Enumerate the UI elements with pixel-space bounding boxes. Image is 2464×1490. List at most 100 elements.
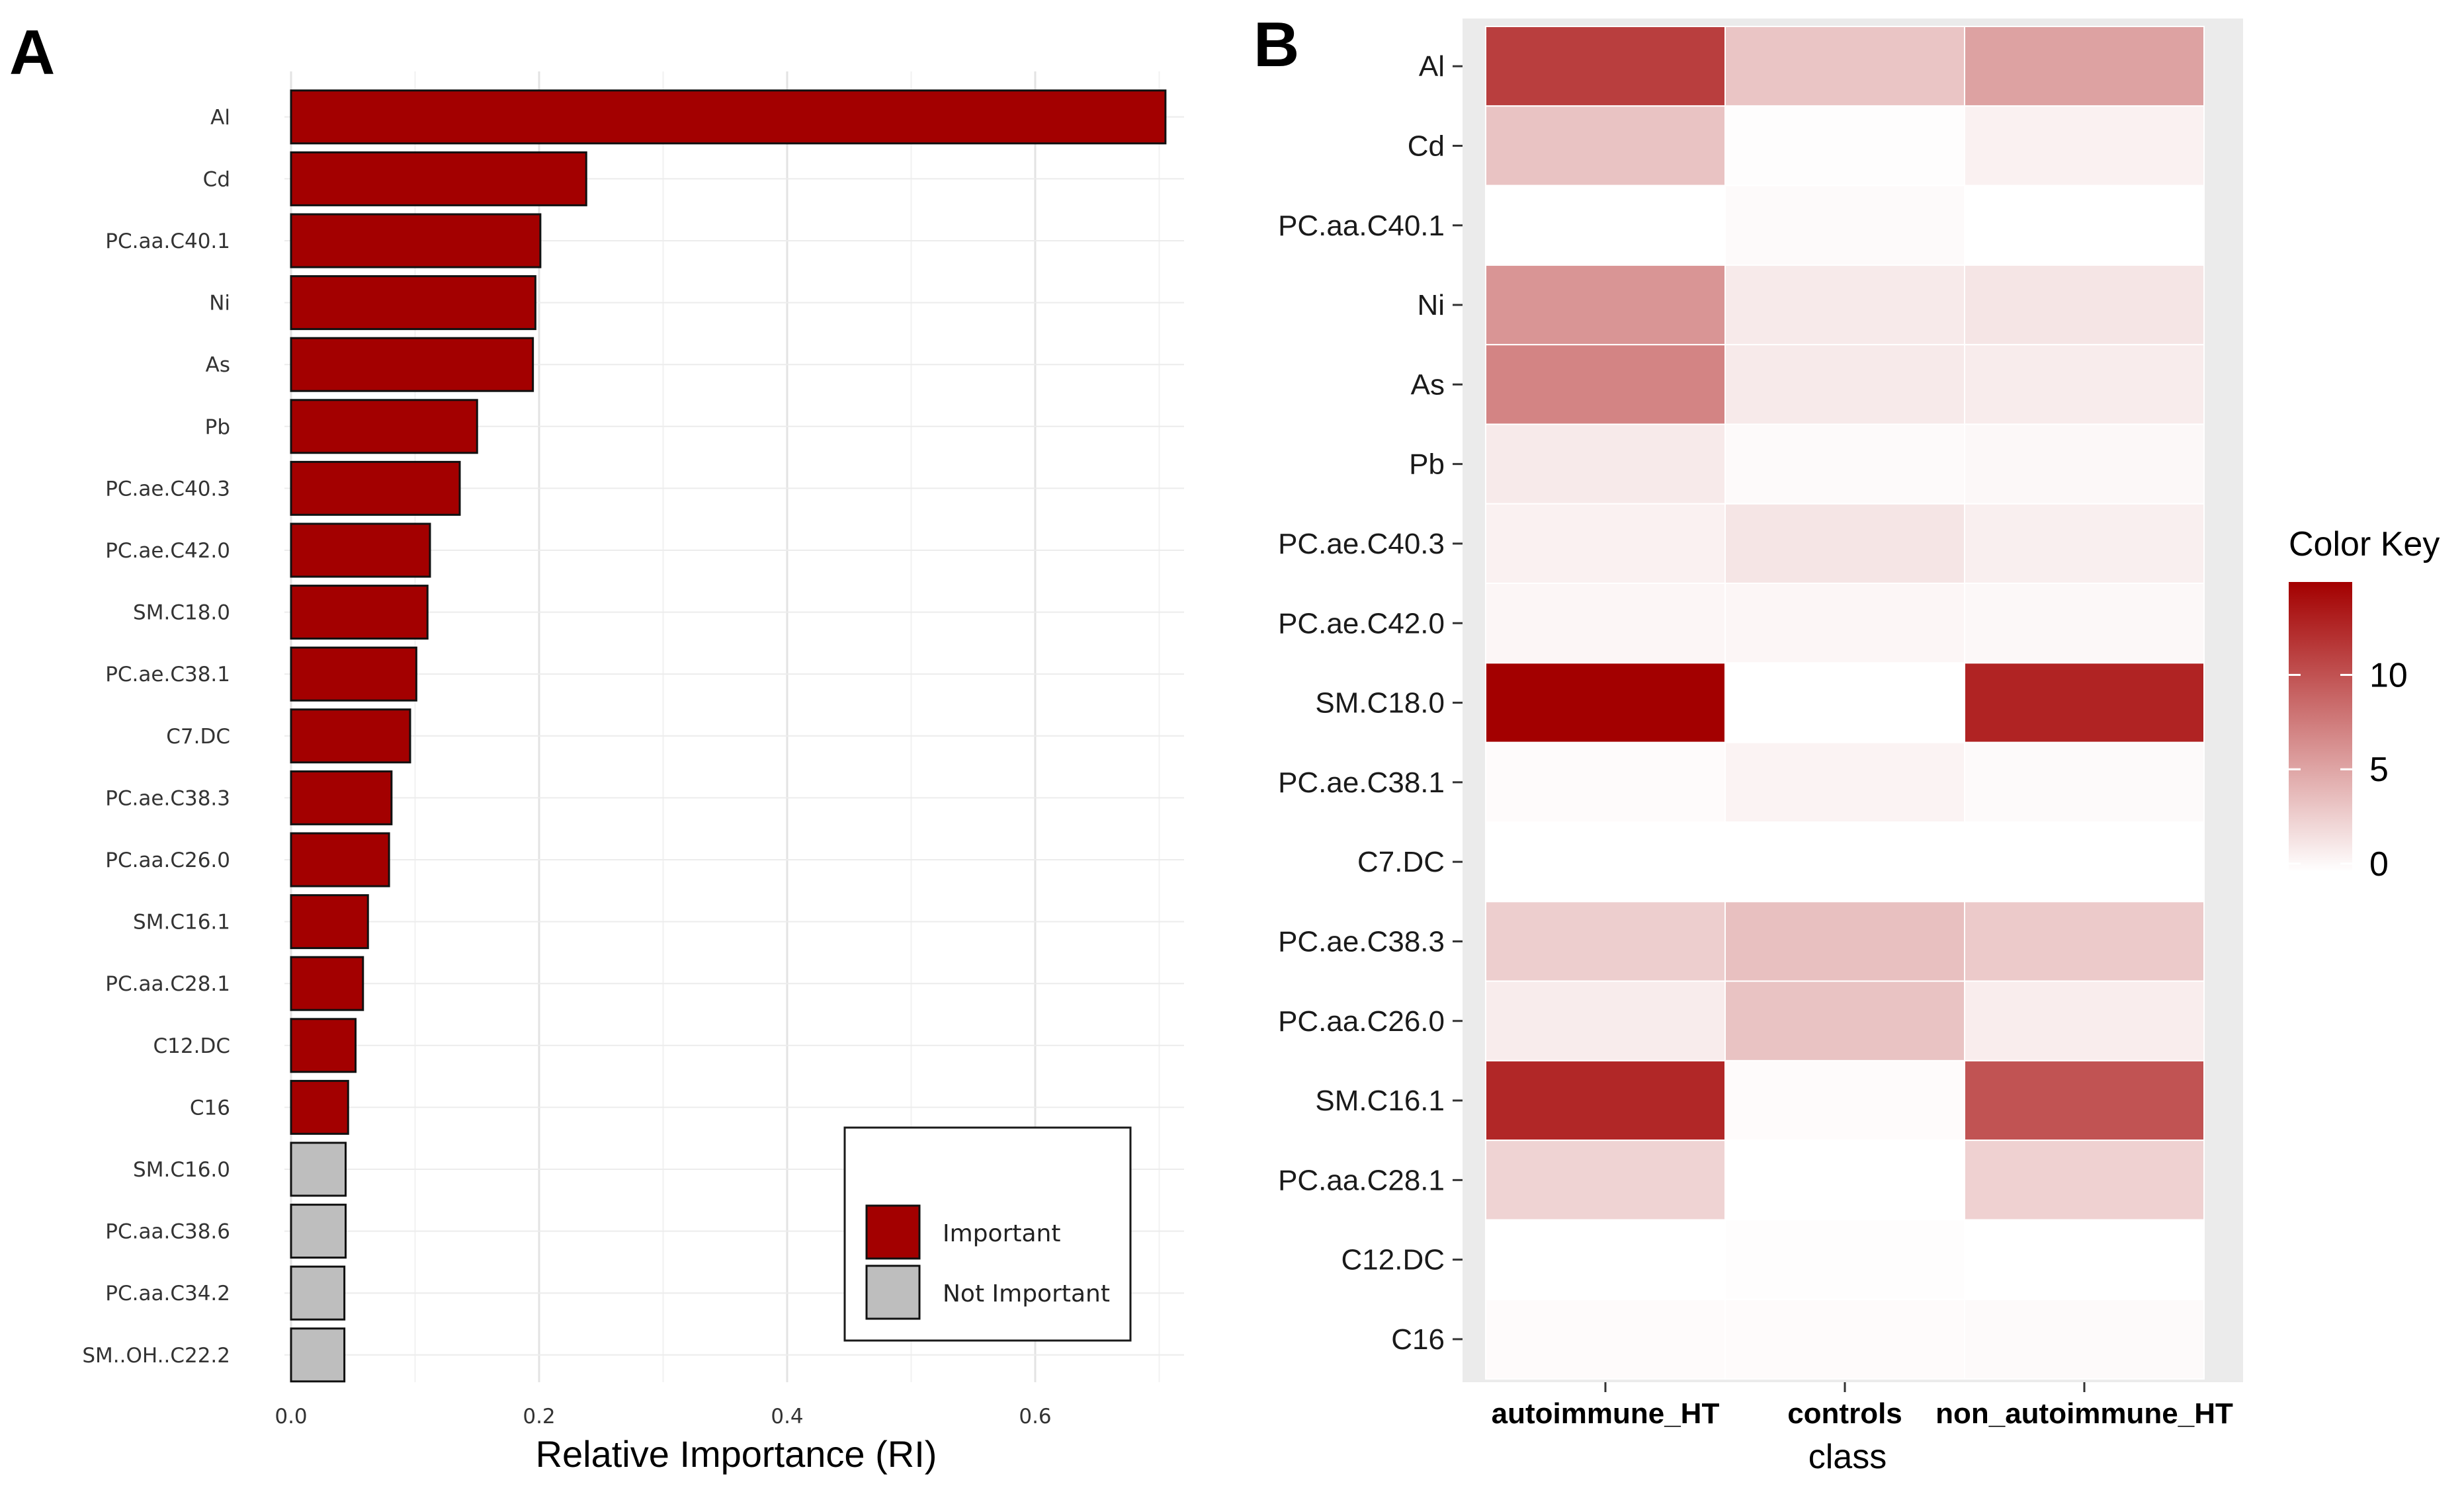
panel-a-bars xyxy=(290,89,1167,1383)
panel-a-x-tick-labels: 0.0 0.2 0.4 0.6 xyxy=(275,1405,1051,1428)
heatmap-cell-pc-aa-c40-1-autoimmune-ht xyxy=(1485,185,1726,266)
heatmap-y-label-c12-dc: C12.DC xyxy=(1341,1244,1445,1276)
heatmap-cell-c7-dc-controls xyxy=(1724,821,1965,903)
bar-c12-dc xyxy=(290,1018,357,1073)
heatmap-cell-pc-ae-c42-0-autoimmune-ht xyxy=(1485,583,1726,664)
bar-c16 xyxy=(290,1079,349,1135)
heatmap-cell-c16-non-autoimmune-ht xyxy=(1964,1298,2205,1380)
heatmap-cell-pc-ae-c38-3-controls xyxy=(1724,901,1965,982)
heatmap-cell-c7-dc-non-autoimmune-ht xyxy=(1964,821,2205,903)
bar-pc-ae-c40-3 xyxy=(290,460,461,516)
heatmap-cell-ni-non-autoimmune-ht xyxy=(1964,264,2205,346)
panel-a-letter: A xyxy=(9,17,55,88)
bar-c7-dc xyxy=(290,708,411,764)
heatmap-cell-as-non-autoimmune-ht xyxy=(1964,344,2205,425)
heatmap-cell-pb-non-autoimmune-ht xyxy=(1964,423,2205,505)
legend-label-important: Important xyxy=(943,1220,1060,1247)
bar-pc-aa-c26-0 xyxy=(290,832,390,888)
bar-ni xyxy=(290,275,536,331)
y-tick-label-pc-aa-c38-6: PC.aa.C38.6 xyxy=(105,1220,230,1244)
heatmap-x-label-autoimmune-ht: autoimmune_HT xyxy=(1492,1397,1720,1430)
x-tick-label: 0.6 xyxy=(1019,1405,1051,1428)
heatmap-y-label-pc-ae-c38-1: PC.ae.C38.1 xyxy=(1278,766,1445,799)
heatmap-cell-sm-c16-1-autoimmune-ht xyxy=(1485,1059,1726,1141)
heatmap-y-label-as: As xyxy=(1411,368,1445,401)
heatmap-cell-pc-aa-c28-1-autoimmune-ht xyxy=(1485,1139,1726,1221)
heatmap-cells xyxy=(1485,26,2205,1380)
y-tick-label-pb: Pb xyxy=(205,415,230,439)
panel-a-bar-chart: A Al Cd PC.aa.C40.1 Ni As Pb PC.ae.C40.3 PC.ae.… xyxy=(9,17,1184,1475)
x-tick-label: 0.4 xyxy=(771,1405,803,1428)
panel-a-y-tick-labels: Al Cd PC.aa.C40.1 Ni As Pb PC.ae.C40.3 PC.ae.C4… xyxy=(82,106,230,1368)
bar-pc-aa-c38-6 xyxy=(290,1204,347,1259)
heatmap-cell-sm-c18-0-autoimmune-ht xyxy=(1485,662,1726,743)
heatmap-cell-pc-ae-c40-3-controls xyxy=(1724,503,1965,585)
heatmap-cell-cd-autoimmune-ht xyxy=(1485,105,1726,186)
y-tick-label-pc-ae-c38-1: PC.ae.C38.1 xyxy=(105,663,230,686)
color-key-title: Color Key xyxy=(2289,525,2440,563)
x-tick-label: 0.0 xyxy=(275,1405,307,1428)
heatmap-cell-pc-ae-c42-0-controls xyxy=(1724,583,1965,664)
heatmap-cell-sm-c18-0-controls xyxy=(1724,662,1965,743)
y-tick-label-pc-aa-c40-1: PC.aa.C40.1 xyxy=(105,229,230,253)
y-tick-label-cd: Cd xyxy=(203,167,230,191)
heatmap-cell-pc-ae-c42-0-non-autoimmune-ht xyxy=(1964,583,2205,664)
heatmap-cell-cd-controls xyxy=(1724,105,1965,186)
heatmap-cell-al-autoimmune-ht xyxy=(1485,26,1726,107)
heatmap-cell-pc-ae-c38-1-controls xyxy=(1724,741,1965,823)
bar-sm-c16-1 xyxy=(290,894,369,950)
heatmap-y-label-al: Al xyxy=(1419,50,1445,83)
heatmap-y-label-pc-ae-c38-3: PC.ae.C38.3 xyxy=(1278,925,1445,958)
legend-label-not-important: Not Important xyxy=(943,1280,1110,1307)
heatmap-cell-ni-autoimmune-ht xyxy=(1485,264,1726,346)
heatmap-cell-cd-non-autoimmune-ht xyxy=(1964,105,2205,186)
y-tick-label-ni: Ni xyxy=(209,292,230,315)
y-tick-label-pc-aa-c28-1: PC.aa.C28.1 xyxy=(105,972,230,996)
heatmap-cell-pc-aa-c26-0-autoimmune-ht xyxy=(1485,980,1726,1061)
heatmap-cell-as-autoimmune-ht xyxy=(1485,344,1726,425)
y-tick-label-sm-c16-0: SM.C16.0 xyxy=(133,1158,230,1182)
color-key-tick-label: 10 xyxy=(2369,656,2408,694)
heatmap-cell-sm-c16-1-controls xyxy=(1724,1059,1965,1141)
bar-cd xyxy=(290,151,587,206)
heatmap-y-label-pc-ae-c40-3: PC.ae.C40.3 xyxy=(1278,528,1445,560)
heatmap-cell-pc-ae-c38-3-non-autoimmune-ht xyxy=(1964,901,2205,982)
heatmap-cell-pc-aa-c28-1-controls xyxy=(1724,1139,1965,1221)
heatmap-cell-pc-ae-c38-1-autoimmune-ht xyxy=(1485,741,1726,823)
heatmap-cell-c16-controls xyxy=(1724,1298,1965,1380)
heatmap-cell-pc-ae-c38-1-non-autoimmune-ht xyxy=(1964,741,2205,823)
y-tick-label-sm-oh-c22-2: SM..OH..C22.2 xyxy=(82,1344,230,1368)
heatmap-cell-c12-dc-non-autoimmune-ht xyxy=(1964,1219,2205,1300)
heatmap-cell-pc-ae-c40-3-autoimmune-ht xyxy=(1485,503,1726,585)
heatmap-y-label-pc-aa-c40-1: PC.aa.C40.1 xyxy=(1278,210,1445,242)
heatmap-y-tick-labels: Al Cd PC.aa.C40.1 Ni As Pb PC.ae.C40.3 PC.ae.C4… xyxy=(1278,50,1463,1356)
bar-pc-aa-c28-1 xyxy=(290,956,364,1011)
color-key-ticks: 0 5 10 xyxy=(2289,656,2408,884)
heatmap-cell-pb-controls xyxy=(1724,423,1965,505)
bar-pc-ae-c38-1 xyxy=(290,646,417,702)
heatmap-y-label-pc-aa-c26-0: PC.aa.C26.0 xyxy=(1278,1005,1445,1038)
heatmap-cell-c12-dc-controls xyxy=(1724,1219,1965,1300)
heatmap-cell-pb-autoimmune-ht xyxy=(1485,423,1726,505)
heatmap-y-label-pc-ae-c42-0: PC.ae.C42.0 xyxy=(1278,607,1445,640)
y-tick-label-pc-aa-c26-0: PC.aa.C26.0 xyxy=(105,848,230,872)
bar-pc-aa-c34-2 xyxy=(290,1265,346,1321)
heatmap-cell-pc-aa-c40-1-non-autoimmune-ht xyxy=(1964,185,2205,266)
heatmap-cell-sm-c16-1-non-autoimmune-ht xyxy=(1964,1059,2205,1141)
heatmap-x-label-non-autoimmune-ht: non_autoimmune_HT xyxy=(1935,1397,2233,1430)
bar-pc-ae-c42-0 xyxy=(290,522,431,578)
heatmap-cell-pc-ae-c40-3-non-autoimmune-ht xyxy=(1964,503,2205,585)
heatmap-cell-pc-aa-c26-0-controls xyxy=(1724,980,1965,1061)
color-key-gradient-bar xyxy=(2289,582,2352,872)
bar-al xyxy=(290,89,1167,145)
heatmap-y-label-cd: Cd xyxy=(1408,130,1445,162)
y-tick-label-pc-aa-c34-2: PC.aa.C34.2 xyxy=(105,1282,230,1305)
heatmap-cell-al-non-autoimmune-ht xyxy=(1964,26,2205,107)
color-key: Color Key 0 5 10 xyxy=(2289,525,2440,884)
y-tick-label-pc-ae-c40-3: PC.ae.C40.3 xyxy=(105,477,230,501)
y-tick-label-c12-dc: C12.DC xyxy=(153,1034,230,1058)
panel-a-legend: Important Not Important xyxy=(843,1126,1132,1342)
heatmap-x-label-controls: controls xyxy=(1787,1397,1902,1430)
heatmap-y-label-pc-aa-c28-1: PC.aa.C28.1 xyxy=(1278,1164,1445,1196)
